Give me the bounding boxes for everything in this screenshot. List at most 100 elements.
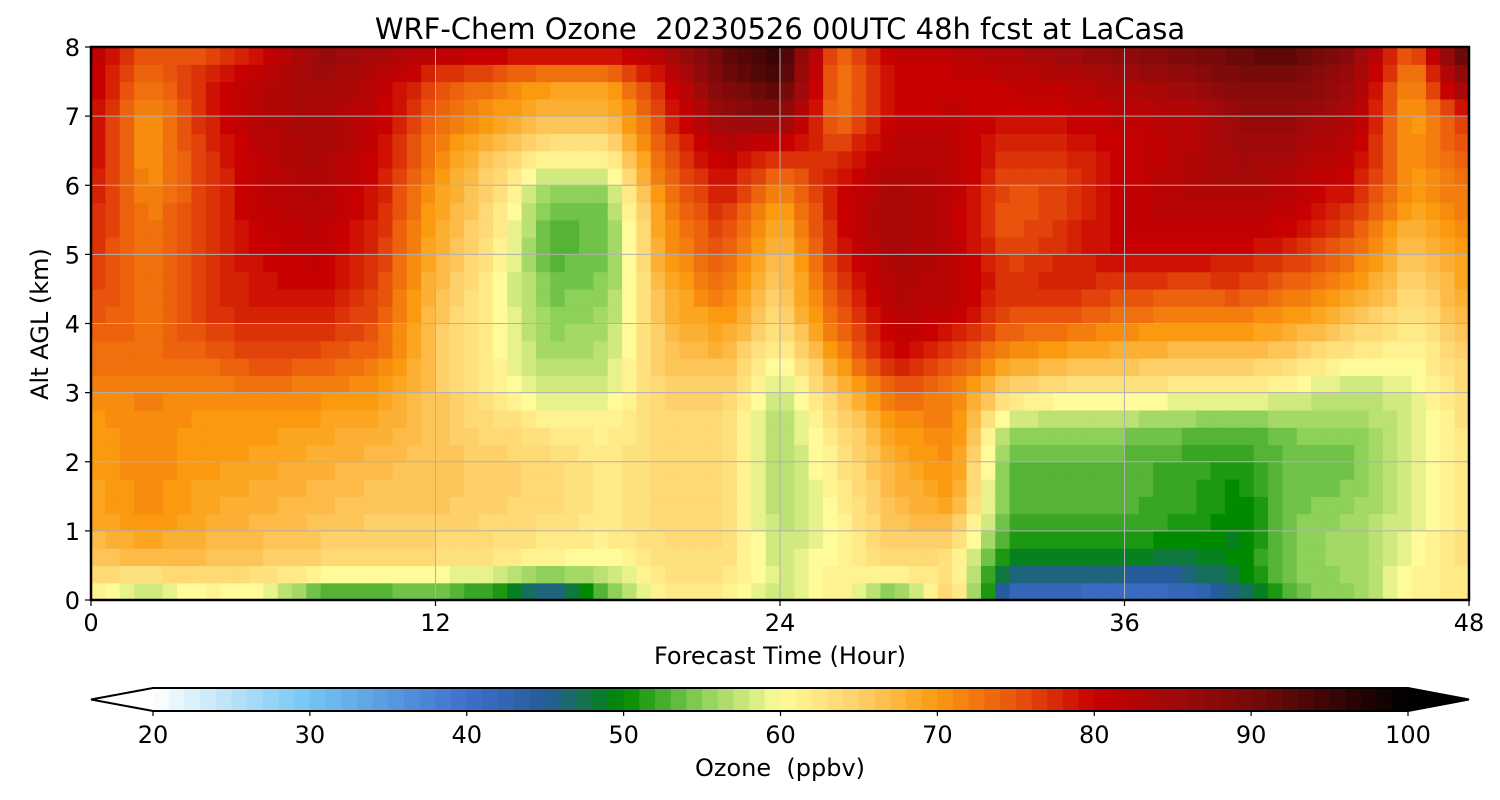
heatmap-cell xyxy=(263,530,279,549)
colorbar: 20 30 40 50 60 70 80 90 100 xyxy=(90,687,1470,749)
colorbar-tick-label: 70 xyxy=(922,721,953,749)
heatmap-cell xyxy=(1382,444,1398,463)
heatmap-cell xyxy=(937,444,953,463)
heatmap-cell xyxy=(995,47,1011,65)
heatmap-cell xyxy=(736,530,752,549)
heatmap-cell xyxy=(1110,358,1126,376)
heatmap-cell xyxy=(535,288,551,307)
heatmap-cell xyxy=(966,548,982,567)
heatmap-cell xyxy=(1253,340,1269,359)
heatmap-cell xyxy=(1368,271,1384,290)
heatmap-cell xyxy=(1067,133,1083,152)
heatmap-cell xyxy=(105,47,121,65)
heatmap-cell xyxy=(1210,237,1226,255)
heatmap-cell xyxy=(1167,479,1183,497)
heatmap-cell xyxy=(579,375,594,394)
heatmap-cell xyxy=(1052,340,1068,359)
heatmap-cell xyxy=(492,461,508,480)
heatmap-cell xyxy=(980,582,996,600)
heatmap-cell xyxy=(1325,98,1341,117)
heatmap-cell xyxy=(1311,427,1327,446)
heatmap-cell xyxy=(1052,306,1068,325)
heatmap-cell xyxy=(851,185,867,204)
heatmap-cell xyxy=(1153,461,1169,480)
heatmap-cell xyxy=(550,116,566,135)
heatmap-cell xyxy=(780,81,795,100)
heatmap-cell xyxy=(780,271,795,290)
heatmap-cell xyxy=(1354,64,1370,83)
heatmap-cell xyxy=(1138,565,1154,584)
heatmap-cell xyxy=(1253,496,1269,515)
heatmap-cell xyxy=(291,427,307,446)
heatmap-cell xyxy=(263,116,279,135)
heatmap-cell xyxy=(1038,496,1054,515)
heatmap-cell xyxy=(378,288,394,307)
heatmap-cell xyxy=(1124,47,1140,65)
heatmap-cell xyxy=(1296,409,1312,428)
heatmap-cell xyxy=(708,513,724,532)
heatmap-cell xyxy=(923,167,939,186)
heatmap-cell xyxy=(263,513,279,532)
heatmap-cell xyxy=(880,167,896,186)
heatmap-cell xyxy=(521,47,537,65)
heatmap-cell xyxy=(291,116,307,135)
heatmap-cell xyxy=(291,375,307,394)
heatmap-cell xyxy=(1067,409,1083,428)
heatmap-cell xyxy=(1009,340,1025,359)
heatmap-cell xyxy=(909,358,925,376)
heatmap-cell xyxy=(794,47,810,65)
heatmap-cell xyxy=(679,271,695,290)
colorbar-segment xyxy=(984,688,1001,711)
heatmap-cell xyxy=(894,461,910,480)
heatmap-cell xyxy=(751,461,767,480)
heatmap-cell xyxy=(966,461,982,480)
heatmap-cell xyxy=(622,81,638,100)
heatmap-cell xyxy=(177,582,193,600)
heatmap-cell xyxy=(406,219,422,238)
heatmap-cell xyxy=(765,167,781,186)
heatmap-cell xyxy=(1024,323,1039,342)
heatmap-cell xyxy=(162,133,178,152)
heatmap-cell xyxy=(1382,565,1398,584)
heatmap-cell xyxy=(220,98,236,117)
heatmap-cell xyxy=(1325,340,1341,359)
heatmap-cell xyxy=(1224,375,1240,394)
heatmap-cell xyxy=(134,237,150,255)
heatmap-cell xyxy=(1167,306,1183,325)
heatmap-cell xyxy=(1397,479,1413,497)
colorbar-segment xyxy=(184,688,201,711)
heatmap-cell xyxy=(191,565,207,584)
heatmap-cell xyxy=(1296,582,1312,600)
heatmap-cell xyxy=(607,150,623,169)
heatmap-cell xyxy=(105,98,121,117)
heatmap-cell xyxy=(823,530,839,549)
heatmap-cell xyxy=(148,150,164,169)
heatmap-cell xyxy=(1454,479,1469,497)
heatmap-cell xyxy=(320,237,336,255)
heatmap-cell xyxy=(1110,444,1126,463)
heatmap-cell xyxy=(134,47,150,65)
heatmap-cell xyxy=(823,98,839,117)
heatmap-cell xyxy=(1368,496,1384,515)
heatmap-cell xyxy=(1311,237,1327,255)
heatmap-cell xyxy=(1138,150,1154,169)
heatmap-cell xyxy=(665,254,681,273)
colorbar-segment xyxy=(1360,688,1378,711)
colorbar-segment xyxy=(1298,688,1315,711)
heatmap-cell xyxy=(851,392,867,411)
heatmap-cell xyxy=(1411,81,1427,100)
heatmap-cell xyxy=(320,133,336,152)
heatmap-cell xyxy=(1110,288,1126,307)
heatmap-cell xyxy=(823,375,839,394)
heatmap-cell xyxy=(191,185,207,204)
heatmap-cell xyxy=(722,271,738,290)
heatmap-cell xyxy=(464,392,480,411)
heatmap-cell xyxy=(507,202,523,221)
heatmap-cell xyxy=(794,358,810,376)
heatmap-cell xyxy=(1124,306,1140,325)
heatmap-cell xyxy=(291,306,307,325)
heatmap-cell xyxy=(248,81,264,100)
heatmap-cell xyxy=(564,167,580,186)
heatmap-cell xyxy=(1196,513,1212,532)
heatmap-cell xyxy=(148,133,164,152)
